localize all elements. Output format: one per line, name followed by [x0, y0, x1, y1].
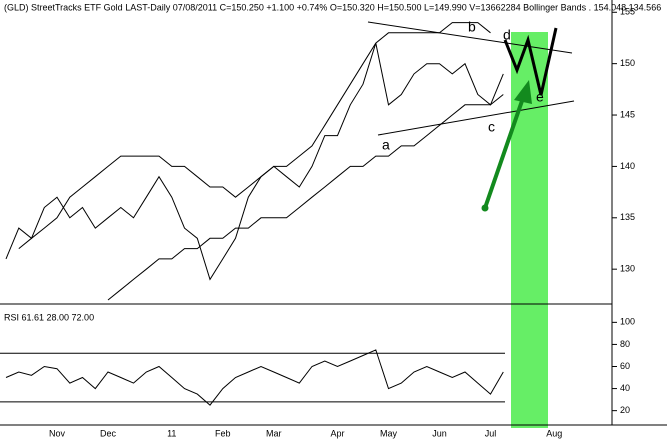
- arrow-start: [481, 204, 489, 212]
- x-tick-label: Jun: [432, 428, 447, 438]
- y-tick-label: 140: [620, 161, 635, 171]
- x-tick-label: Feb: [215, 428, 231, 438]
- annotation: e: [536, 89, 544, 105]
- trend-line: [367, 21, 573, 54]
- w-pattern: [503, 27, 558, 96]
- x-tick-label: 11: [167, 428, 176, 438]
- y-tick-label: 145: [620, 109, 635, 119]
- trend-line: [377, 100, 575, 136]
- line-series: [5, 42, 504, 281]
- x-tick-label: Jul: [485, 428, 497, 438]
- line-series: [18, 22, 491, 249]
- x-tick-label: Nov: [49, 428, 66, 438]
- annotation: d: [503, 27, 511, 43]
- annotation: b: [468, 19, 476, 35]
- x-tick-label: Mar: [266, 428, 282, 438]
- x-tick-label: Apr: [330, 428, 344, 438]
- y-tick-label: 80: [620, 339, 630, 349]
- x-tick-label: May: [380, 428, 398, 438]
- chart-title: (GLD) StreetTracks ETF Gold LAST-Daily 0…: [4, 2, 661, 12]
- arrow: [483, 97, 525, 209]
- annotation: c: [488, 119, 495, 135]
- annotation: a: [382, 137, 390, 153]
- line-series: [107, 94, 504, 301]
- y-tick-label: 40: [620, 383, 630, 393]
- y-tick-label: 60: [620, 361, 630, 371]
- y-tick-label: 155: [620, 7, 635, 17]
- y-tick-label: 100: [620, 317, 635, 327]
- arrow-head: [514, 80, 532, 104]
- y-tick-label: 150: [620, 58, 635, 68]
- y-tick-label: 20: [620, 405, 630, 415]
- y-tick-label: 135: [620, 212, 635, 222]
- line-series: [5, 349, 504, 406]
- y-tick-label: 130: [620, 264, 635, 274]
- x-tick-label: Dec: [100, 428, 117, 438]
- x-tick-label: Aug: [546, 428, 562, 438]
- panel-title: RSI 61.61 28.00 72.00: [4, 312, 94, 322]
